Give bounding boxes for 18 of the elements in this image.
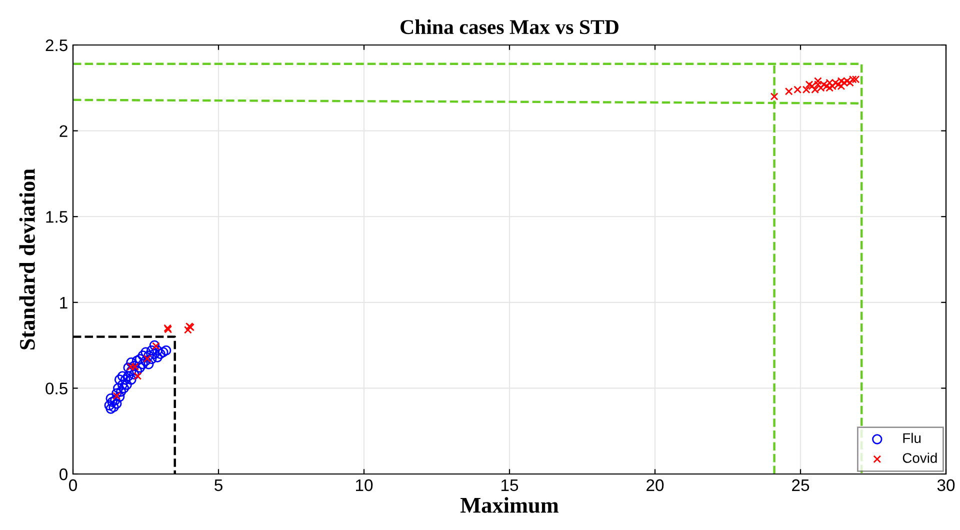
y-tick-label: 2.5	[46, 39, 68, 52]
x-tick-label: 30	[937, 479, 955, 492]
y-tick-label: 0	[60, 468, 68, 480]
y-tick-label: 1.5	[46, 211, 68, 223]
x-axis-title: Maximum	[460, 497, 558, 513]
chart-title: China cases Max vs STD	[400, 19, 618, 34]
legend-label: Covid	[902, 452, 937, 463]
y-axis-title: Standard deviation	[19, 168, 35, 350]
y-tick-label: 1	[60, 296, 68, 308]
x-tick-label: 5	[214, 479, 222, 492]
y-tick-label: 0.5	[46, 382, 68, 394]
x-tick-label: 25	[792, 479, 810, 492]
x-tick-label: 20	[646, 479, 664, 492]
legend-label: Flu	[903, 432, 921, 444]
x-tick-label: 15	[502, 479, 518, 492]
y-tick-label: 2	[60, 125, 68, 137]
x-tick-label: 0	[69, 479, 77, 492]
x-tick-label: 10	[356, 479, 373, 492]
